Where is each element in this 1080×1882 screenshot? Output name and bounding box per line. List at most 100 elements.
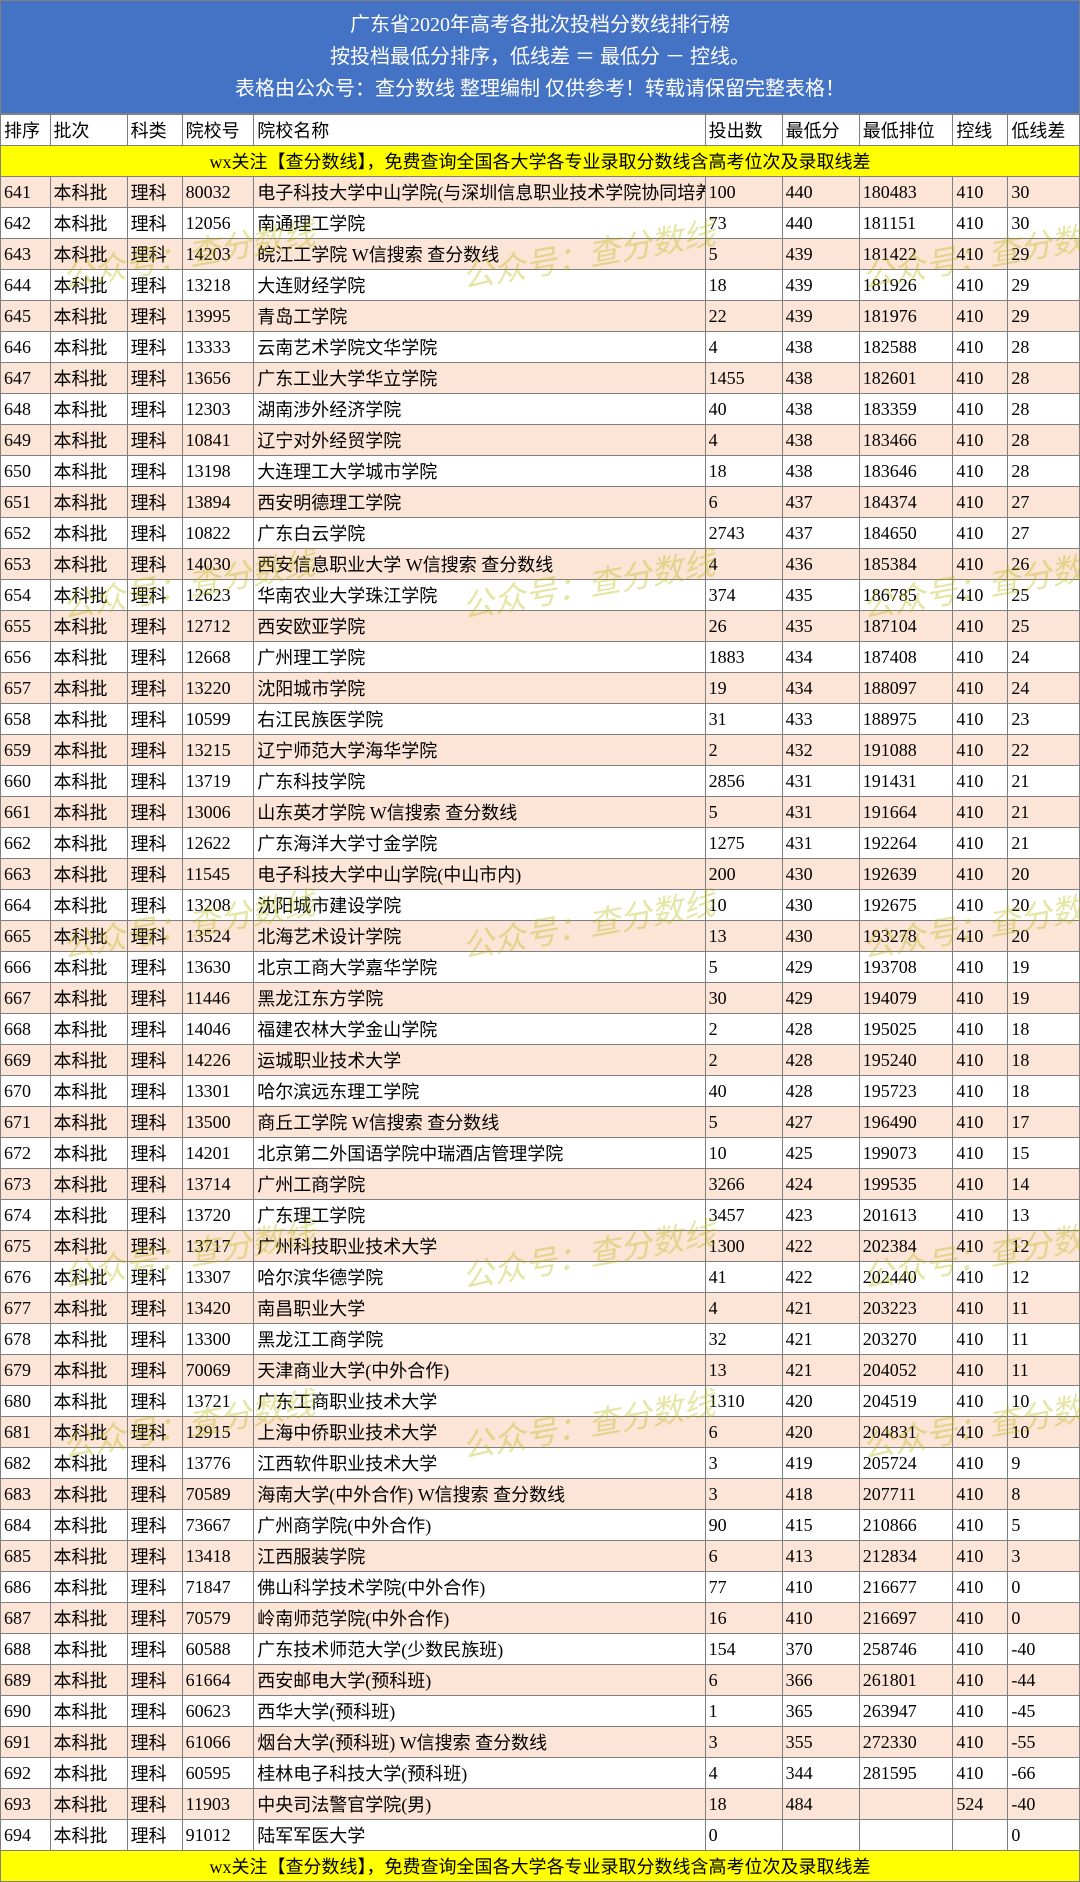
cell: 272330 <box>859 1727 953 1758</box>
cell: 655 <box>1 611 51 642</box>
cell: 410 <box>953 1696 1008 1727</box>
cell: 11903 <box>182 1789 254 1820</box>
cell: 21 <box>1008 828 1080 859</box>
cell: 理科 <box>127 1262 182 1293</box>
cell: 154 <box>705 1634 782 1665</box>
cell: 2743 <box>705 518 782 549</box>
cell: 10599 <box>182 704 254 735</box>
cell: 本科批 <box>50 1634 127 1665</box>
table-row: 656本科批理科12668广州理工学院188343418740841024 <box>1 642 1080 673</box>
cell: 186785 <box>859 580 953 611</box>
cell: 100 <box>705 177 782 208</box>
cell: 181926 <box>859 270 953 301</box>
cell: 2 <box>705 735 782 766</box>
cell <box>782 1820 859 1851</box>
cell: 421 <box>782 1355 859 1386</box>
cell: 195723 <box>859 1076 953 1107</box>
cell: 广东工商职业技术大学 <box>254 1386 705 1417</box>
table-row: 664本科批理科13208沈阳城市建设学院1043019267541020 <box>1 890 1080 921</box>
cell: 658 <box>1 704 51 735</box>
cell: 理科 <box>127 1324 182 1355</box>
cell: 南昌职业大学 <box>254 1293 705 1324</box>
cell: 672 <box>1 1138 51 1169</box>
table-row: 676本科批理科13307哈尔滨华德学院4142220244041012 <box>1 1262 1080 1293</box>
cell: 理科 <box>127 1696 182 1727</box>
cell: 11446 <box>182 983 254 1014</box>
cell: 662 <box>1 828 51 859</box>
cell: 岭南师范学院(中外合作) <box>254 1603 705 1634</box>
cell: 212834 <box>859 1541 953 1572</box>
table-row: 662本科批理科12622广东海洋大学寸金学院12754311922644102… <box>1 828 1080 859</box>
cell: 694 <box>1 1820 51 1851</box>
cell: 678 <box>1 1324 51 1355</box>
col-header: 最低分 <box>782 115 859 146</box>
cell: 理科 <box>127 177 182 208</box>
table-row: 655本科批理科12712西安欧亚学院2643518710441025 <box>1 611 1080 642</box>
cell: 191431 <box>859 766 953 797</box>
cell: 本科批 <box>50 1789 127 1820</box>
cell: 本科批 <box>50 735 127 766</box>
cell <box>953 1820 1008 1851</box>
cell: 665 <box>1 921 51 952</box>
cell: 本科批 <box>50 177 127 208</box>
cell: 410 <box>953 1758 1008 1789</box>
cell: 184374 <box>859 487 953 518</box>
cell: 438 <box>782 363 859 394</box>
cell: 410 <box>953 673 1008 704</box>
cell: 理科 <box>127 1231 182 1262</box>
cell: 370 <box>782 1634 859 1665</box>
cell: 13208 <box>182 890 254 921</box>
cell: 674 <box>1 1200 51 1231</box>
cell: 13995 <box>182 301 254 332</box>
cell: 410 <box>953 1014 1008 1045</box>
cell: 理科 <box>127 270 182 301</box>
cell: 20 <box>1008 921 1080 952</box>
cell: 440 <box>782 177 859 208</box>
cell: 理科 <box>127 890 182 921</box>
cell: 410 <box>782 1603 859 1634</box>
table-row: 643本科批理科14203皖江工学院 W信搜索 查分数线543918142241… <box>1 239 1080 270</box>
cell: 410 <box>953 1603 1008 1634</box>
cell: 410 <box>953 1293 1008 1324</box>
cell: 18 <box>705 270 782 301</box>
cell: 1300 <box>705 1231 782 1262</box>
cell: 14203 <box>182 239 254 270</box>
cell: 679 <box>1 1355 51 1386</box>
cell: 31 <box>705 704 782 735</box>
cell: 本科批 <box>50 1541 127 1572</box>
cell: 皖江工学院 W信搜索 查分数线 <box>254 239 705 270</box>
cell: 28 <box>1008 394 1080 425</box>
cell: 黑龙江工商学院 <box>254 1324 705 1355</box>
cell: 425 <box>782 1138 859 1169</box>
cell: 14226 <box>182 1045 254 1076</box>
cell: 200 <box>705 859 782 890</box>
table-head: 排序批次科类院校号院校名称投出数最低分最低排位控线低线差 <box>1 115 1080 146</box>
cell: 本科批 <box>50 1448 127 1479</box>
cell: 673 <box>1 1169 51 1200</box>
cell: 广东技术师范大学(少数民族班) <box>254 1634 705 1665</box>
cell: 182588 <box>859 332 953 363</box>
cell: 431 <box>782 828 859 859</box>
cell: 410 <box>953 363 1008 394</box>
cell: 410 <box>953 859 1008 890</box>
cell: 663 <box>1 859 51 890</box>
cell: 433 <box>782 704 859 735</box>
table-row: 673本科批理科13714广州工商学院326642419953541014 <box>1 1169 1080 1200</box>
cell: 本科批 <box>50 580 127 611</box>
cell: -55 <box>1008 1727 1080 1758</box>
table-row: 685本科批理科13418江西服装学院64132128344103 <box>1 1541 1080 1572</box>
cell: 680 <box>1 1386 51 1417</box>
cell: 40 <box>705 394 782 425</box>
cell: 本科批 <box>50 1107 127 1138</box>
cell: 12 <box>1008 1262 1080 1293</box>
cell: 431 <box>782 797 859 828</box>
table-row: 677本科批理科13420南昌职业大学442120322341011 <box>1 1293 1080 1324</box>
cell: 421 <box>782 1293 859 1324</box>
cell: 410 <box>953 1355 1008 1386</box>
cell: 云南艺术学院文华学院 <box>254 332 705 363</box>
cell: 理科 <box>127 921 182 952</box>
cell: 413 <box>782 1541 859 1572</box>
cell: 524 <box>953 1789 1008 1820</box>
col-header: 院校号 <box>182 115 254 146</box>
cell: 28 <box>1008 456 1080 487</box>
